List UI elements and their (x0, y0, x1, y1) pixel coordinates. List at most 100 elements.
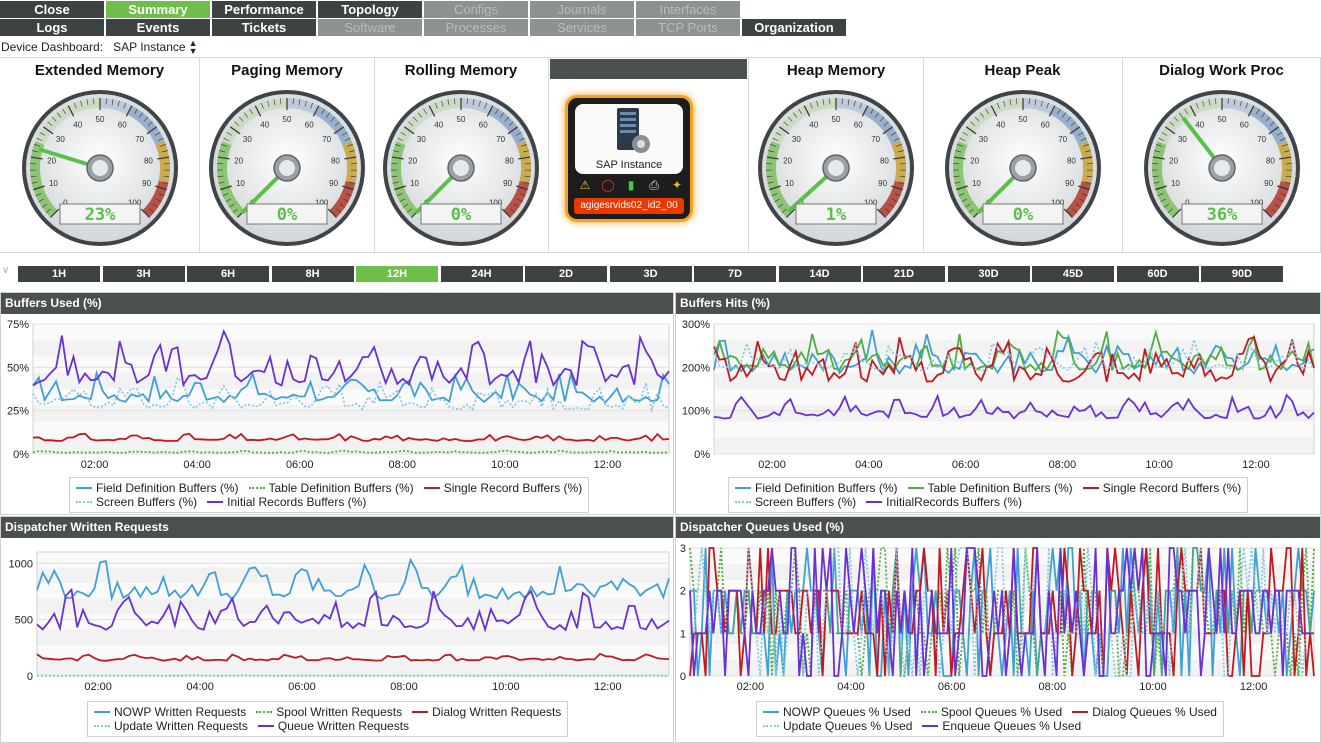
nav-events[interactable]: Events (106, 19, 210, 36)
lifebuoy-icon[interactable]: ◯ (601, 178, 615, 192)
legend-item[interactable]: Spool Queues % Used (920, 705, 1062, 719)
collapse-chevron-icon[interactable]: ∨ (2, 265, 10, 276)
nav-configs: Configs (424, 1, 528, 18)
gauge-tick-label: 60 (1239, 120, 1248, 129)
time-range-21d[interactable]: 21D (863, 266, 945, 282)
x-tick-label: 04:00 (855, 459, 883, 471)
nav-organization[interactable]: Organization (742, 19, 846, 36)
legend-item[interactable]: Field Definition Buffers (%) (735, 481, 898, 495)
legend-item[interactable]: Dialog Queues % Used (1072, 705, 1217, 719)
nav-topology[interactable]: Topology (318, 1, 422, 18)
legend-item[interactable]: Screen Buffers (%) (76, 495, 197, 509)
x-tick-label: 12:00 (594, 681, 622, 693)
legend-item[interactable]: Single Record Buffers (%) (423, 481, 583, 495)
legend-item[interactable]: InitialRecords Buffers (%) (866, 495, 1022, 509)
nav-tcp-ports: TCP Ports (636, 19, 740, 36)
legend-item[interactable]: NOWP Queues % Used (763, 705, 911, 719)
legend-item[interactable]: Enqueue Queues % Used (922, 719, 1081, 733)
legend-label: Single Record Buffers (%) (443, 481, 583, 495)
nav-close[interactable]: Close (0, 1, 104, 18)
legend-item[interactable]: Queue Written Requests (257, 719, 409, 733)
gauge-tick-label: 70 (135, 135, 144, 144)
x-tick-label: 10:00 (1139, 681, 1167, 693)
time-range-3d[interactable]: 3D (609, 266, 692, 282)
legend-item[interactable]: Update Queues % Used (763, 719, 912, 733)
time-range-8h[interactable]: 8H (271, 266, 354, 282)
gauge-tick-label: 90 (142, 179, 151, 188)
gauge-tick-label: 60 (117, 120, 126, 129)
x-tick-label: 06:00 (938, 681, 966, 693)
time-range-6h[interactable]: 6H (187, 266, 269, 282)
y-tick-label: 200% (682, 362, 710, 374)
time-range-60d[interactable]: 60D (1116, 266, 1199, 282)
time-range-7d[interactable]: 7D (694, 266, 776, 282)
legend-label: Initial Records Buffers (%) (227, 495, 367, 509)
legend-item[interactable]: Field Definition Buffers (%) (76, 481, 239, 495)
gauge-tick-label: 50 (832, 115, 841, 124)
y-tick-label: 0 (680, 671, 686, 683)
nav-performance[interactable]: Performance (212, 1, 316, 18)
time-range-14d[interactable]: 14D (778, 266, 861, 282)
gauge-title: Heap Peak (984, 62, 1061, 79)
device-card-header (550, 59, 747, 79)
time-range-2d[interactable]: 2D (525, 266, 607, 282)
gauge-tick-label: 90 (1065, 179, 1074, 188)
time-range-3h[interactable]: 3H (102, 266, 185, 282)
gauge-tick-label: 80 (880, 156, 889, 165)
legend-swatch (257, 725, 274, 727)
legend-swatch (248, 487, 265, 489)
warning-icon[interactable]: ⚠ (579, 178, 591, 192)
gauge-tick-label: 0 (1185, 199, 1190, 208)
legend-item[interactable]: Initial Records Buffers (%) (207, 495, 366, 509)
gauge-tick-label: 40 (1195, 120, 1204, 129)
gauge-title: Extended Memory (34, 62, 165, 79)
chart-svg[interactable]: 0 1 2 3 02:00 04:00 06:00 08:00 10:00 12:00 (676, 538, 1320, 742)
device-card[interactable]: SAP Instance ⚠ ◯ ▮ ⎙ ✦ agigesrvids02_id2… (565, 95, 693, 222)
legend-label: NOWP Written Requests (114, 705, 247, 719)
legend-swatch (907, 487, 924, 489)
chart-svg[interactable]: 0 500 1000 02:00 04:00 06:00 08:00 10:00 12:00 (1, 538, 673, 742)
legend-swatch (423, 487, 440, 489)
printer-icon[interactable]: ⎙ (649, 178, 659, 192)
gauge-heap-peak[interactable]: Heap Peak01020304050607080901000% (923, 58, 1123, 253)
gauge-dialog-work-proc[interactable]: Dialog Work Proc 0 10 20 30 40 50 60 70 80 90 100 36… (1123, 58, 1321, 253)
legend-item[interactable]: NOWP Written Requests (94, 705, 246, 719)
series-line-1 (713, 328, 1315, 374)
series-line-4 (713, 393, 1315, 420)
device-name[interactable]: agigesrvids02_id2_00 (574, 198, 684, 214)
legend-item[interactable]: Single Record Buffers (%) (1082, 481, 1241, 495)
x-tick-label: 08:00 (1049, 459, 1077, 471)
chart-svg[interactable]: 0% 100% 200% 300% 02:00 04:00 06:00 08:00 10:00 1… (676, 314, 1320, 514)
legend-item[interactable]: Update Written Requests (94, 719, 248, 733)
time-range-45d[interactable]: 45D (1032, 266, 1114, 282)
gauge-paging-memory[interactable]: Paging Memory01020304050607080901000% (200, 58, 375, 253)
bar-chart-icon[interactable]: ▮ (627, 178, 635, 192)
nav-logs[interactable]: Logs (0, 19, 104, 36)
legend-item[interactable]: Table Definition Buffers (%) (907, 481, 1073, 495)
chart-legend: NOWP Written Requests Spool Written Reque… (87, 701, 569, 737)
time-range-24h[interactable]: 24H (440, 266, 523, 282)
time-range-12h[interactable]: 12H (356, 266, 438, 282)
time-range-1h[interactable]: 1H (18, 266, 100, 282)
gauge-dial: 0 10 20 30 40 50 60 70 80 90 100 23% (21, 90, 178, 246)
wrench-icon[interactable]: ✦ (671, 178, 683, 192)
time-range-30d[interactable]: 30D (947, 266, 1030, 282)
legend-item[interactable]: Dialog Written Requests (412, 705, 561, 719)
gauge-extended-memory[interactable]: Extended Memory 0 10 20 30 40 50 60 70 80 90 100 23% (0, 58, 200, 253)
nav-tickets[interactable]: Tickets (212, 19, 316, 36)
gauge-heap-memory[interactable]: Heap Memory 0 10 20 30 40 50 60 70 80 90 100 1% (749, 58, 924, 253)
gauge-tick-label: 30 (792, 135, 801, 144)
y-tick-label: 3 (680, 543, 686, 555)
gauge-tick-label: 20 (783, 156, 792, 165)
time-range-90d[interactable]: 90D (1201, 266, 1283, 282)
gauge-rolling-memory[interactable]: Rolling Memory01020304050607080901000% (374, 58, 549, 253)
nav-processes: Processes (424, 19, 528, 36)
device-dashboard-select[interactable]: SAP Instance ▲ ▼ (109, 39, 202, 56)
legend-swatch (76, 487, 92, 489)
nav-summary[interactable]: Summary (106, 1, 210, 18)
gauge-tick-label: 90 (503, 179, 512, 188)
legend-item[interactable]: Spool Written Requests (256, 705, 402, 719)
legend-item[interactable]: Screen Buffers (%) (735, 495, 856, 509)
legend-item[interactable]: Table Definition Buffers (%) (248, 481, 414, 495)
chart-svg[interactable]: 0% 25% 50% 75% 02:00 04:00 06:00 08:00 10:00 12:0… (1, 314, 673, 514)
